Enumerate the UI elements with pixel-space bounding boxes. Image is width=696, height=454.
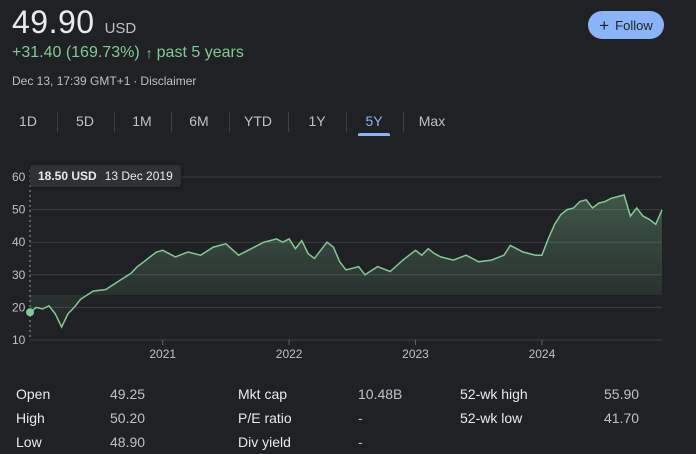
range-tab-1m[interactable]: 1M: [132, 113, 152, 129]
stat-label: High: [16, 410, 45, 426]
y-tick-label: 20: [12, 300, 26, 314]
stat-label: P/E ratio: [238, 410, 292, 426]
current-price: 49.90: [12, 4, 95, 40]
stat-value: 41.70: [604, 410, 640, 426]
y-tick-label: 60: [12, 170, 26, 184]
x-tick-label: 2024: [529, 347, 556, 361]
change-period: past 5 years: [156, 44, 244, 61]
range-divider: [288, 112, 289, 132]
stat-label: Open: [16, 386, 51, 402]
price-chart[interactable]: 60 50 40 30 20 10 2021 2022 2023 2024: [0, 150, 696, 375]
stat-value: 55.90: [604, 386, 640, 402]
y-tick-label: 40: [12, 235, 26, 249]
currency-label: USD: [104, 20, 137, 37]
stat-value: 49.25: [110, 386, 146, 402]
disclaimer-link[interactable]: Disclaimer: [140, 74, 197, 88]
stat-value: 48.90: [110, 434, 146, 450]
stat-label: 52-wk high: [460, 386, 528, 402]
tooltip-price: 18.50 USD: [38, 169, 97, 183]
stat-value: 10.48B: [358, 386, 403, 402]
price-row: 49.90 USD: [12, 4, 136, 41]
range-divider: [229, 112, 230, 132]
range-tab-6m[interactable]: 6M: [189, 113, 209, 129]
range-tab-5d[interactable]: 5D: [76, 113, 94, 129]
plus-icon: +: [599, 15, 610, 35]
stat-label: Mkt cap: [238, 386, 288, 402]
stat-value: -: [358, 410, 363, 426]
range-divider: [346, 112, 347, 132]
stat-value: 50.20: [110, 410, 146, 426]
y-tick-label: 30: [12, 268, 26, 282]
quote-timestamp: Dec 13, 17:39 GMT+1: [12, 74, 131, 88]
range-tab-ytd[interactable]: YTD: [244, 113, 272, 129]
x-tick-label: 2021: [149, 347, 176, 361]
range-tab-1d[interactable]: 1D: [19, 113, 37, 129]
price-area-fill: [30, 194, 662, 327]
range-divider: [114, 112, 115, 132]
stat-label: 52-wk low: [460, 410, 523, 426]
range-tab-5y[interactable]: 5Y: [356, 104, 392, 138]
arrow-up-icon: ↑: [145, 45, 153, 61]
range-divider: [403, 112, 404, 132]
price-change-row: +31.40 (169.73%) ↑ past 5 years: [12, 44, 244, 62]
range-divider: [57, 112, 58, 132]
y-tick-label: 50: [12, 203, 26, 217]
hover-point: [26, 308, 34, 317]
stat-label: Low: [16, 434, 42, 450]
x-tick-label: 2023: [402, 347, 429, 361]
stat-value: -: [358, 434, 363, 450]
chart-tooltip: 18.50 USD 13 Dec 2019: [30, 165, 181, 187]
price-line: [29, 193, 663, 329]
price-change: +31.40 (169.73%): [12, 44, 140, 61]
range-tab-1y[interactable]: 1Y: [308, 113, 326, 129]
range-divider: [171, 112, 172, 132]
quote-meta: Dec 13, 17:39 GMT+1 · Disclaimer: [12, 74, 197, 88]
x-tick-label: 2022: [276, 347, 303, 361]
y-tick-label: 10: [12, 333, 26, 347]
stat-label: Div yield: [238, 434, 291, 450]
tooltip-date: 13 Dec 2019: [104, 169, 173, 183]
range-tab-max[interactable]: Max: [418, 113, 446, 129]
follow-label: Follow: [615, 17, 653, 33]
follow-button[interactable]: + Follow: [588, 11, 664, 39]
range-tabs: 1D 5D 1M 6M YTD 1Y 5Y Max: [0, 104, 696, 138]
